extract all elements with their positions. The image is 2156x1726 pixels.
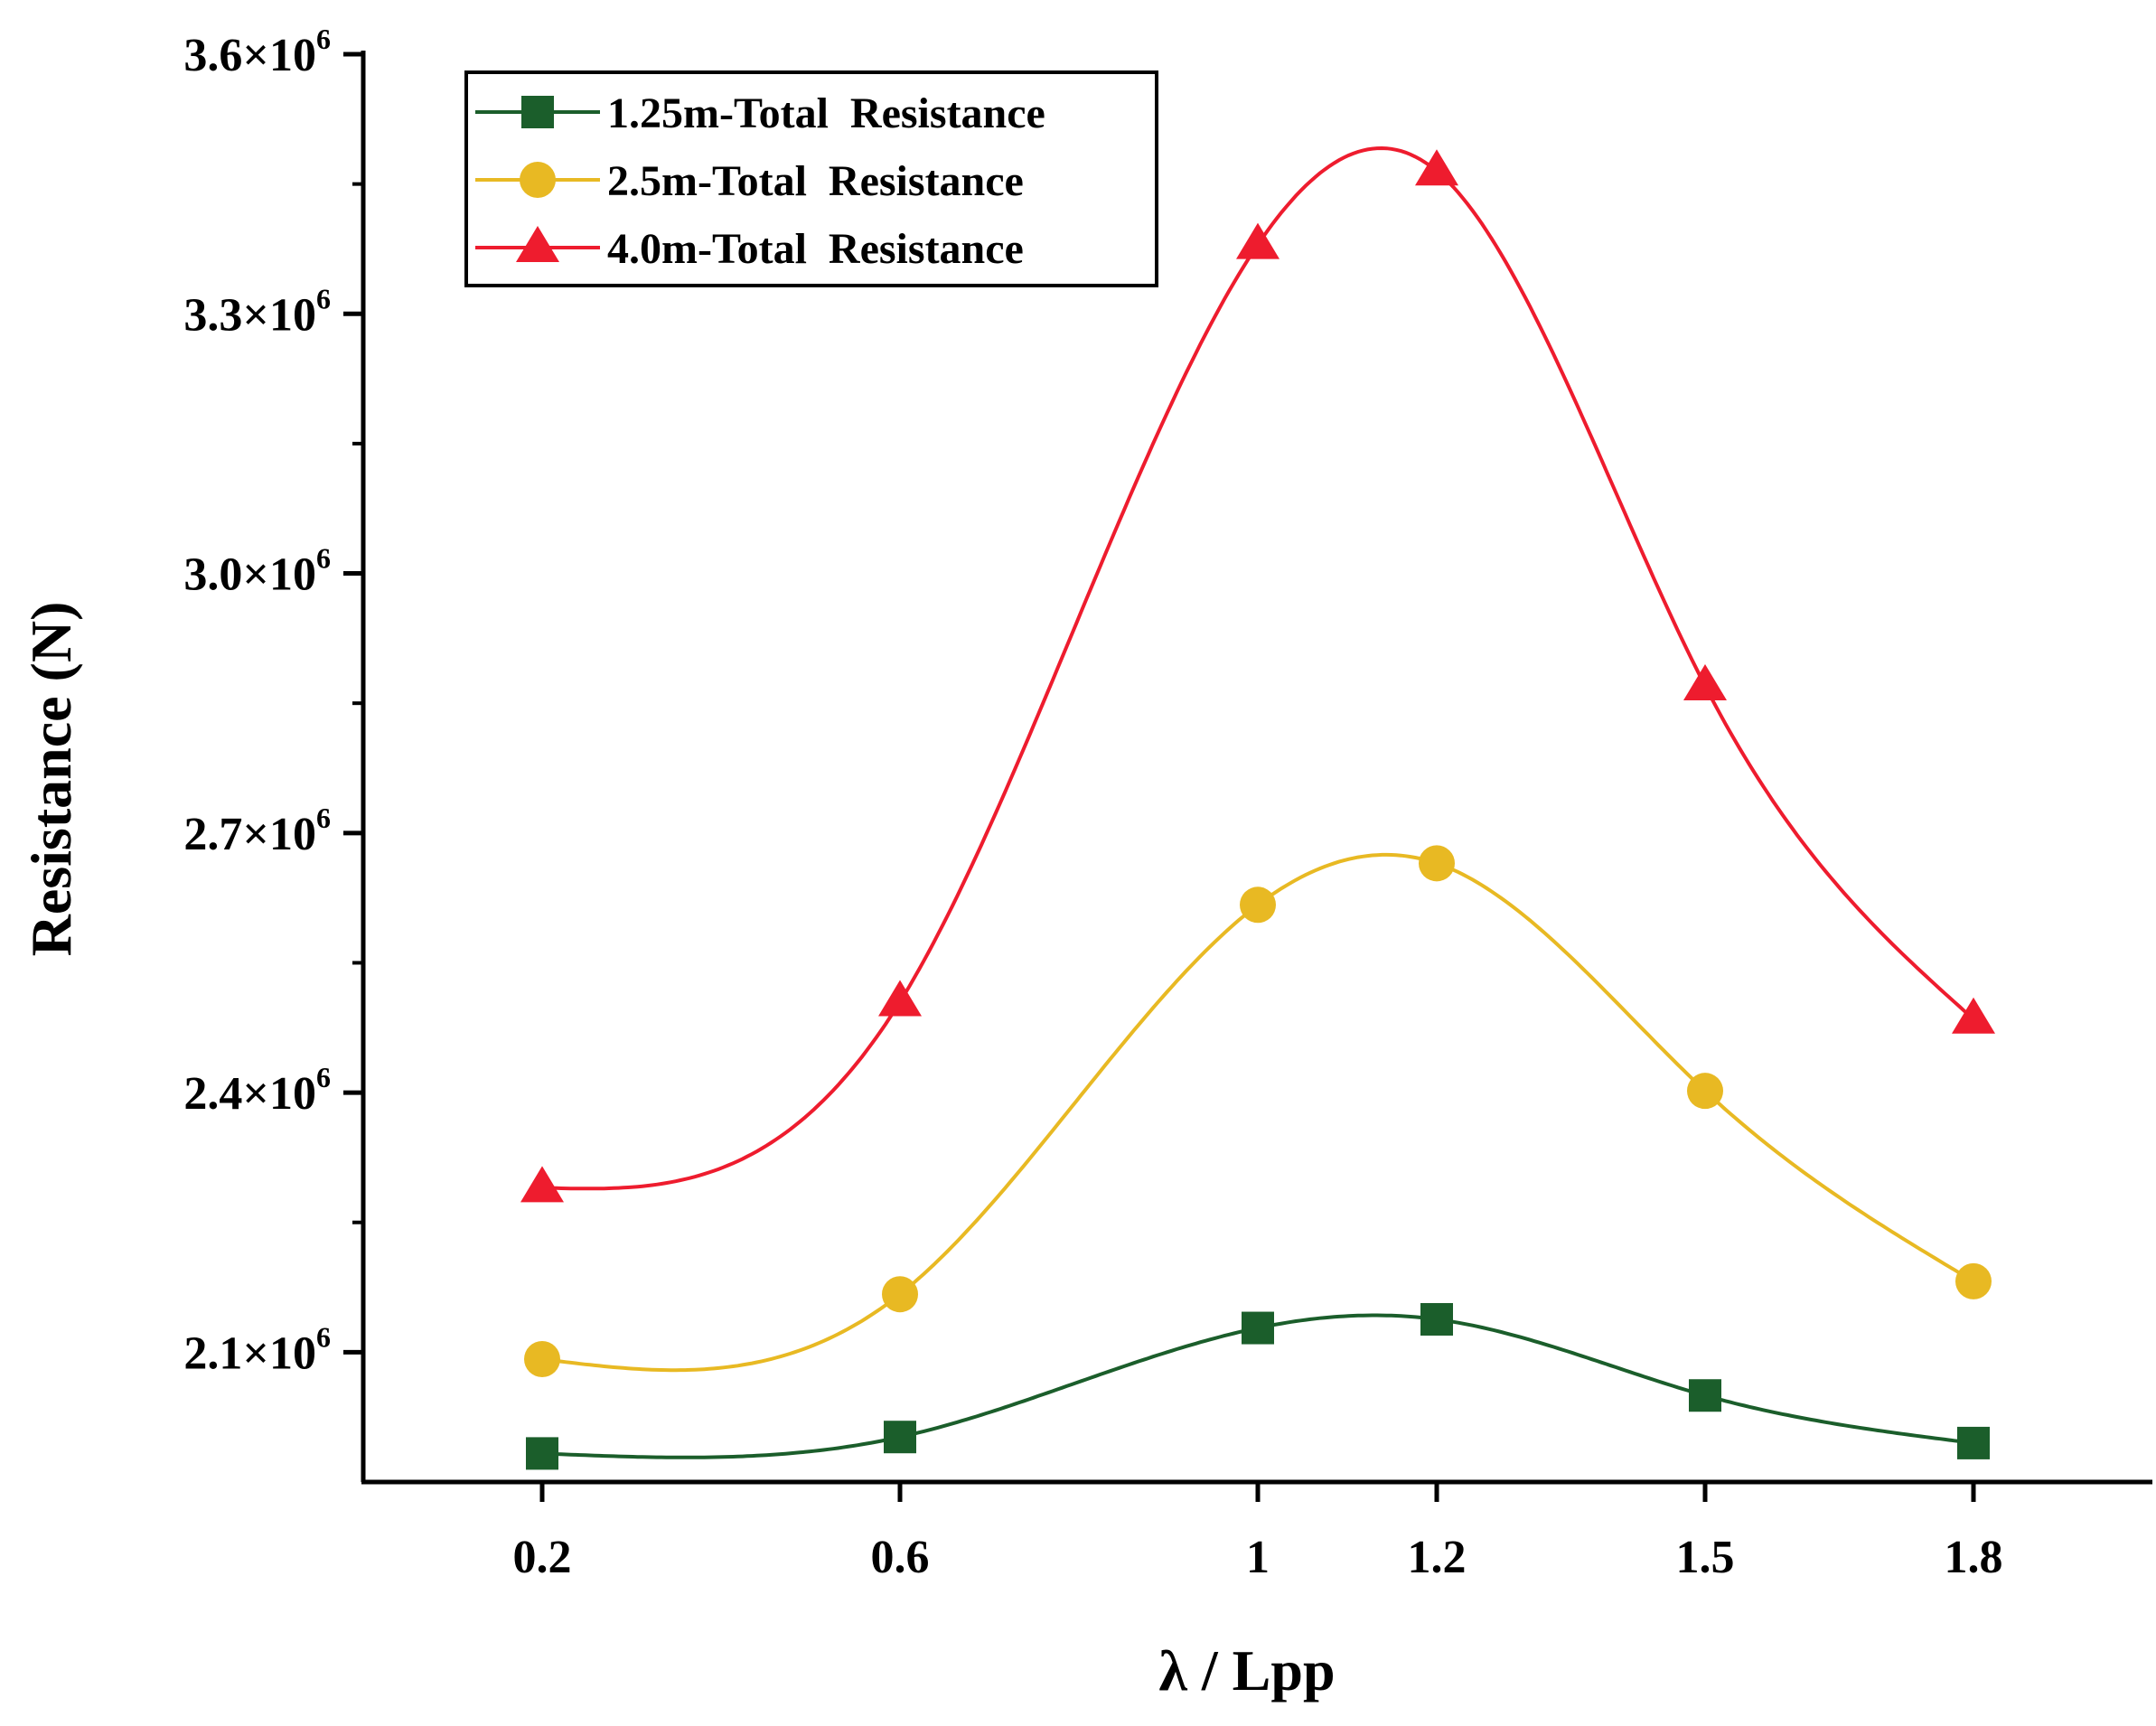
data-point-series-3 bbox=[1236, 222, 1280, 259]
legend-label-3: 4.0m-Total Resistance bbox=[607, 225, 1024, 273]
data-point-series-2 bbox=[882, 1276, 918, 1313]
x-tick-label: 1 bbox=[1246, 1532, 1270, 1583]
data-point-series-3 bbox=[1415, 149, 1458, 186]
legend: 1.25m-Total Resistance 2.5m-Total Resista… bbox=[464, 70, 1158, 287]
y-tick-exponent: 6 bbox=[316, 282, 331, 314]
data-point-series-1 bbox=[884, 1421, 916, 1454]
data-point-series-2 bbox=[1687, 1073, 1723, 1110]
x-axis-title: λ / Lpp bbox=[1158, 1638, 1335, 1703]
legend-marker-2 bbox=[520, 162, 556, 198]
x-tick-label: 0.6 bbox=[871, 1532, 930, 1583]
data-point-series-1 bbox=[1689, 1379, 1721, 1412]
data-point-series-3 bbox=[1952, 997, 1995, 1034]
data-point-series-2 bbox=[1419, 845, 1455, 882]
y-tick-mantissa: 3.0×10 bbox=[183, 549, 316, 601]
y-tick-mantissa: 2.1×10 bbox=[183, 1327, 316, 1379]
legend-marker-3 bbox=[516, 226, 559, 262]
series-line-2 bbox=[541, 852, 1975, 1373]
data-point-series-3 bbox=[878, 980, 922, 1017]
data-point-series-2 bbox=[1955, 1262, 1992, 1299]
x-tick-label: 1.5 bbox=[1676, 1532, 1735, 1583]
data-point-series-1 bbox=[1242, 1311, 1274, 1345]
y-tick-exponent: 6 bbox=[316, 1061, 331, 1093]
x-tick-label: 0.2 bbox=[513, 1532, 572, 1583]
y-tick-exponent: 6 bbox=[316, 1320, 331, 1353]
y-tick-label: 2.1×106 bbox=[183, 1320, 331, 1379]
legend-label-2: 2.5m-Total Resistance bbox=[607, 157, 1024, 205]
y-tick-mantissa: 2.7×10 bbox=[183, 809, 316, 860]
plot-markers bbox=[520, 149, 1995, 1470]
y-tick-label: 3.0×106 bbox=[183, 542, 331, 601]
y-tick-exponent: 6 bbox=[316, 542, 331, 575]
y-tick-exponent: 6 bbox=[316, 23, 331, 55]
series-line-3 bbox=[541, 145, 1975, 1191]
data-point-series-3 bbox=[520, 1166, 564, 1203]
y-tick-mantissa: 3.3×10 bbox=[183, 289, 316, 341]
data-point-series-1 bbox=[1957, 1426, 1990, 1459]
data-point-series-1 bbox=[1420, 1302, 1453, 1336]
legend-marker-1 bbox=[521, 96, 554, 128]
data-point-series-2 bbox=[524, 1341, 560, 1378]
x-tick-label: 1.2 bbox=[1408, 1532, 1467, 1583]
y-tick-label: 2.7×106 bbox=[183, 802, 331, 860]
y-tick-label: 3.6×106 bbox=[183, 23, 331, 81]
y-tick-label: 3.3×106 bbox=[183, 282, 331, 341]
data-point-series-2 bbox=[1240, 886, 1276, 924]
y-axis-title: Resistance (N) bbox=[19, 602, 83, 957]
y-tick-exponent: 6 bbox=[316, 802, 331, 834]
y-tick-mantissa: 3.6×10 bbox=[183, 30, 316, 81]
y-tick-label: 2.4×106 bbox=[183, 1061, 331, 1120]
data-point-series-1 bbox=[526, 1437, 558, 1470]
plot-curves bbox=[541, 145, 1975, 1459]
legend-label-1: 1.25m-Total Resistance bbox=[607, 89, 1045, 137]
axes: 2.1×1062.4×1062.7×1063.0×1063.3×1063.6×1… bbox=[183, 23, 2152, 1583]
x-tick-label: 1.8 bbox=[1945, 1532, 2003, 1583]
y-tick-mantissa: 2.4×10 bbox=[183, 1068, 316, 1120]
data-point-series-3 bbox=[1683, 664, 1727, 701]
